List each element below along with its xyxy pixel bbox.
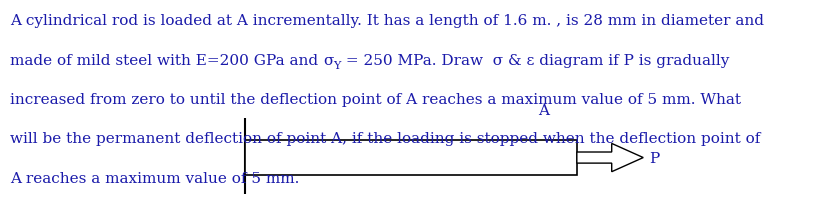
Text: = 250 MPa. Draw  σ & ε diagram if P is gradually: = 250 MPa. Draw σ & ε diagram if P is gr… (340, 54, 729, 67)
Text: A: A (538, 104, 549, 118)
Text: σ: σ (323, 54, 334, 67)
Text: P: P (649, 152, 659, 166)
Polygon shape (577, 143, 643, 172)
Bar (245, 140, 577, 175)
Text: made of mild steel with E=200 GPa and: made of mild steel with E=200 GPa and (10, 54, 323, 67)
Text: increased from zero to until the deflection point of A reaches a maximum value o: increased from zero to until the deflect… (10, 93, 741, 107)
Text: Y: Y (334, 61, 340, 71)
Text: A cylindrical rod is loaded at A incrementally. It has a length of 1.6 m. , is 2: A cylindrical rod is loaded at A increme… (10, 14, 764, 28)
Text: A reaches a maximum value of 5 mm.: A reaches a maximum value of 5 mm. (10, 172, 300, 186)
Text: will be the permanent deflection of point A, if the loading is stopped when the : will be the permanent deflection of poin… (10, 132, 760, 146)
